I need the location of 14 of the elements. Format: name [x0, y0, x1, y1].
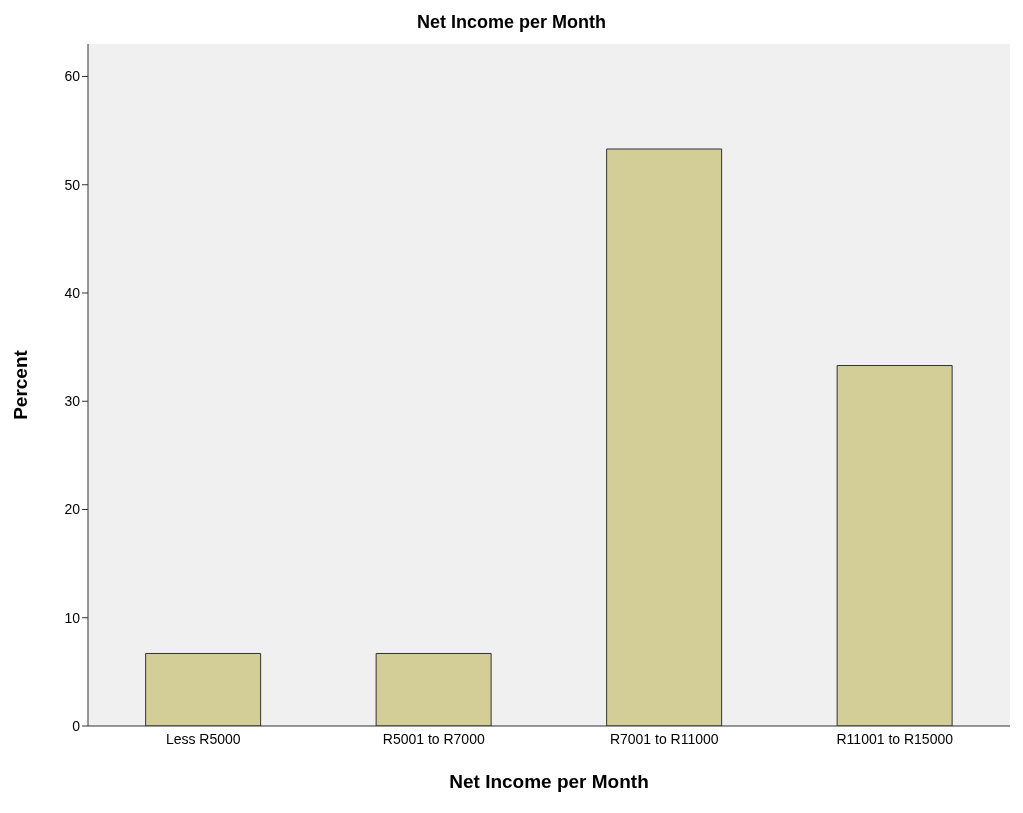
y-tick-label: 0	[72, 717, 81, 734]
x-tick-label: R7001 to R11000	[609, 730, 719, 747]
chart-title: Net Income per Month	[416, 11, 607, 34]
y-tick-label: 60	[64, 68, 81, 85]
y-tick-label: 50	[64, 176, 81, 193]
y-tick-label: 20	[64, 501, 81, 518]
y-tick-label: 10	[64, 609, 81, 626]
x-tick-label: R5001 to R7000	[382, 730, 485, 747]
x-tick-label: R11001 to R15000	[836, 730, 954, 747]
x-tick-label: Less R5000	[165, 730, 241, 747]
y-tick-label: 40	[64, 284, 81, 301]
x-axis-title: Net Income per Month	[449, 771, 649, 792]
y-tick-label: 30	[64, 393, 81, 410]
y-axis-title: Percent	[9, 349, 31, 420]
